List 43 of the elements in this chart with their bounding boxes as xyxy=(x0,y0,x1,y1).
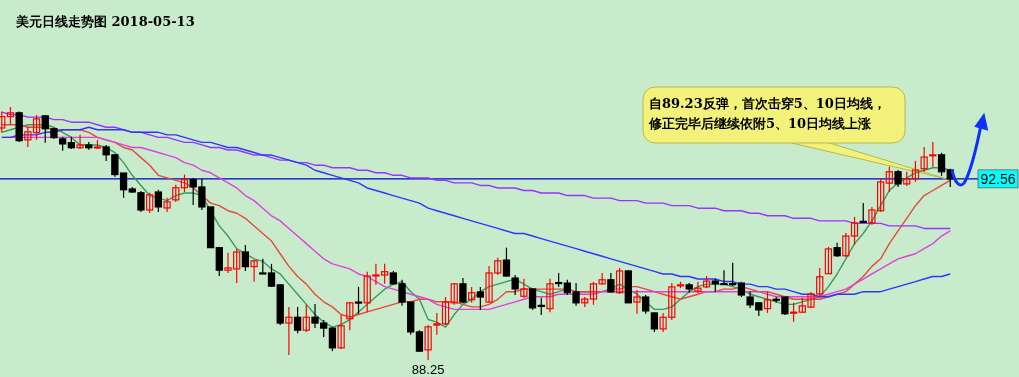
candlestick xyxy=(824,246,833,275)
candlestick xyxy=(763,291,772,314)
candlestick xyxy=(642,294,650,315)
candlestick xyxy=(354,286,363,315)
candlestick xyxy=(285,306,293,356)
candlestick xyxy=(911,160,920,183)
annotation: 修正完毕后继续依附5、10日均线上涨 xyxy=(649,115,872,133)
candlestick xyxy=(650,311,659,333)
candlestick xyxy=(859,202,867,224)
candlestick xyxy=(328,326,337,352)
annotation: 88.25 xyxy=(411,362,445,377)
text: 92.56 xyxy=(980,170,1016,187)
candlestick xyxy=(250,259,258,283)
candlestick xyxy=(293,306,302,334)
candlestick xyxy=(511,274,519,296)
candlestick xyxy=(337,314,345,350)
candlestick xyxy=(476,286,484,311)
annotation: 自89.23反弹，首次击穿5、10日均线， xyxy=(649,95,886,113)
candlestick xyxy=(415,329,424,353)
candlestick xyxy=(76,134,84,150)
candlestick xyxy=(163,197,171,213)
candlestick xyxy=(146,192,154,214)
candlestick xyxy=(929,141,937,168)
candlestick xyxy=(885,166,893,193)
candlestick xyxy=(424,324,432,361)
candlestick xyxy=(154,189,163,213)
candlestick xyxy=(615,267,624,295)
chart-title: 美元日线走势图 2018-05-13 xyxy=(15,14,195,29)
candlestick xyxy=(346,301,354,331)
candlestick xyxy=(937,152,946,177)
candlestick xyxy=(502,247,511,278)
candlestick xyxy=(241,244,250,272)
candlestick xyxy=(520,278,528,299)
candlestick xyxy=(267,263,276,288)
candlestick xyxy=(215,246,223,277)
candlestick xyxy=(546,278,554,313)
candlestick xyxy=(920,146,928,173)
candlestick xyxy=(450,282,458,306)
candlestick xyxy=(459,277,467,304)
candlestick xyxy=(302,304,310,333)
candlestick xyxy=(607,272,615,294)
candlestick xyxy=(633,289,641,315)
candlestick xyxy=(528,288,537,311)
